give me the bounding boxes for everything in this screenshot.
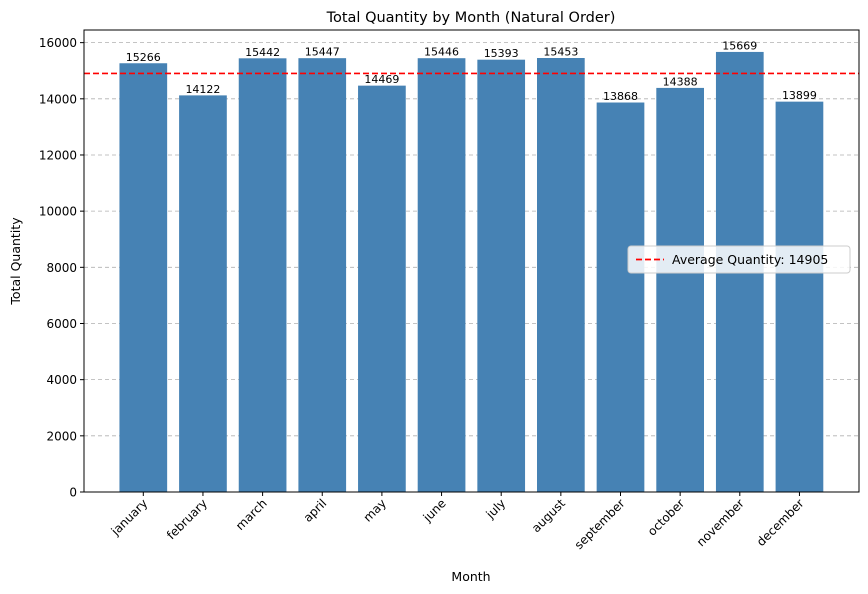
bar-value-label: 13899 xyxy=(782,89,817,102)
x-tick-label: november xyxy=(694,496,747,549)
x-axis-label: Month xyxy=(451,569,490,584)
y-tick-label: 16000 xyxy=(39,36,77,50)
bar-value-label: 14388 xyxy=(663,75,698,88)
x-axis-ticks: january february march april may june july augu… xyxy=(108,492,807,552)
x-tick-label: march xyxy=(233,496,270,533)
y-tick-label: 2000 xyxy=(46,429,77,443)
bars: 15266 14122 15442 15447 14469 15446 15393 15453… xyxy=(119,39,824,493)
y-tick-label: 12000 xyxy=(39,148,77,162)
x-tick-label: january xyxy=(108,496,151,539)
legend: Average Quantity: 14905 xyxy=(627,245,851,274)
x-tick-label: august xyxy=(529,496,568,535)
legend-average-label: Average Quantity: 14905 xyxy=(672,252,828,267)
bar-value-label: 15266 xyxy=(126,51,161,64)
bar-value-label: 14122 xyxy=(185,83,220,96)
bar-february xyxy=(179,95,227,492)
x-tick-label: april xyxy=(301,496,330,525)
bar-value-label: 13868 xyxy=(603,90,638,103)
bar-august xyxy=(537,58,585,492)
y-tick-label: 10000 xyxy=(39,205,77,219)
bar-october xyxy=(656,87,704,492)
y-tick-label: 6000 xyxy=(46,317,77,331)
x-tick-label: june xyxy=(420,496,449,525)
y-axis-label: Total Quantity xyxy=(8,217,23,306)
bar-value-label: 15669 xyxy=(722,39,757,52)
bar-april xyxy=(298,58,347,492)
bar-june xyxy=(417,58,466,492)
bar-value-label: 15442 xyxy=(245,46,280,59)
bar-value-label: 15446 xyxy=(424,46,459,59)
y-tick-label: 0 xyxy=(69,486,77,500)
bar-value-label: 15393 xyxy=(484,47,519,60)
bar-value-label: 15447 xyxy=(305,46,340,59)
y-tick-label: 8000 xyxy=(46,261,77,275)
x-tick-label: october xyxy=(645,496,687,538)
x-tick-label: september xyxy=(572,496,628,552)
bar-july xyxy=(477,59,526,492)
chart-title: Total Quantity by Month (Natural Order) xyxy=(326,10,616,26)
bar-march xyxy=(238,58,287,493)
plot-frame xyxy=(83,29,860,493)
bar-value-label: 15453 xyxy=(543,46,578,59)
legend-box xyxy=(627,245,851,274)
x-tick-label: december xyxy=(754,496,807,549)
bar-may xyxy=(358,85,406,492)
y-tick-label: 14000 xyxy=(39,92,77,106)
bar-value-label: 14469 xyxy=(364,73,399,86)
y-tick-label: 4000 xyxy=(46,373,77,387)
x-tick-label: may xyxy=(361,496,389,524)
x-tick-label: july xyxy=(483,496,509,522)
x-tick-label: february xyxy=(164,496,210,542)
bar-january xyxy=(119,63,168,492)
bar-december xyxy=(775,101,824,492)
y-axis-ticks: 0 2000 4000 6000 8000 10000 12000 14000 16000 xyxy=(39,36,84,500)
bar-september xyxy=(596,102,645,492)
